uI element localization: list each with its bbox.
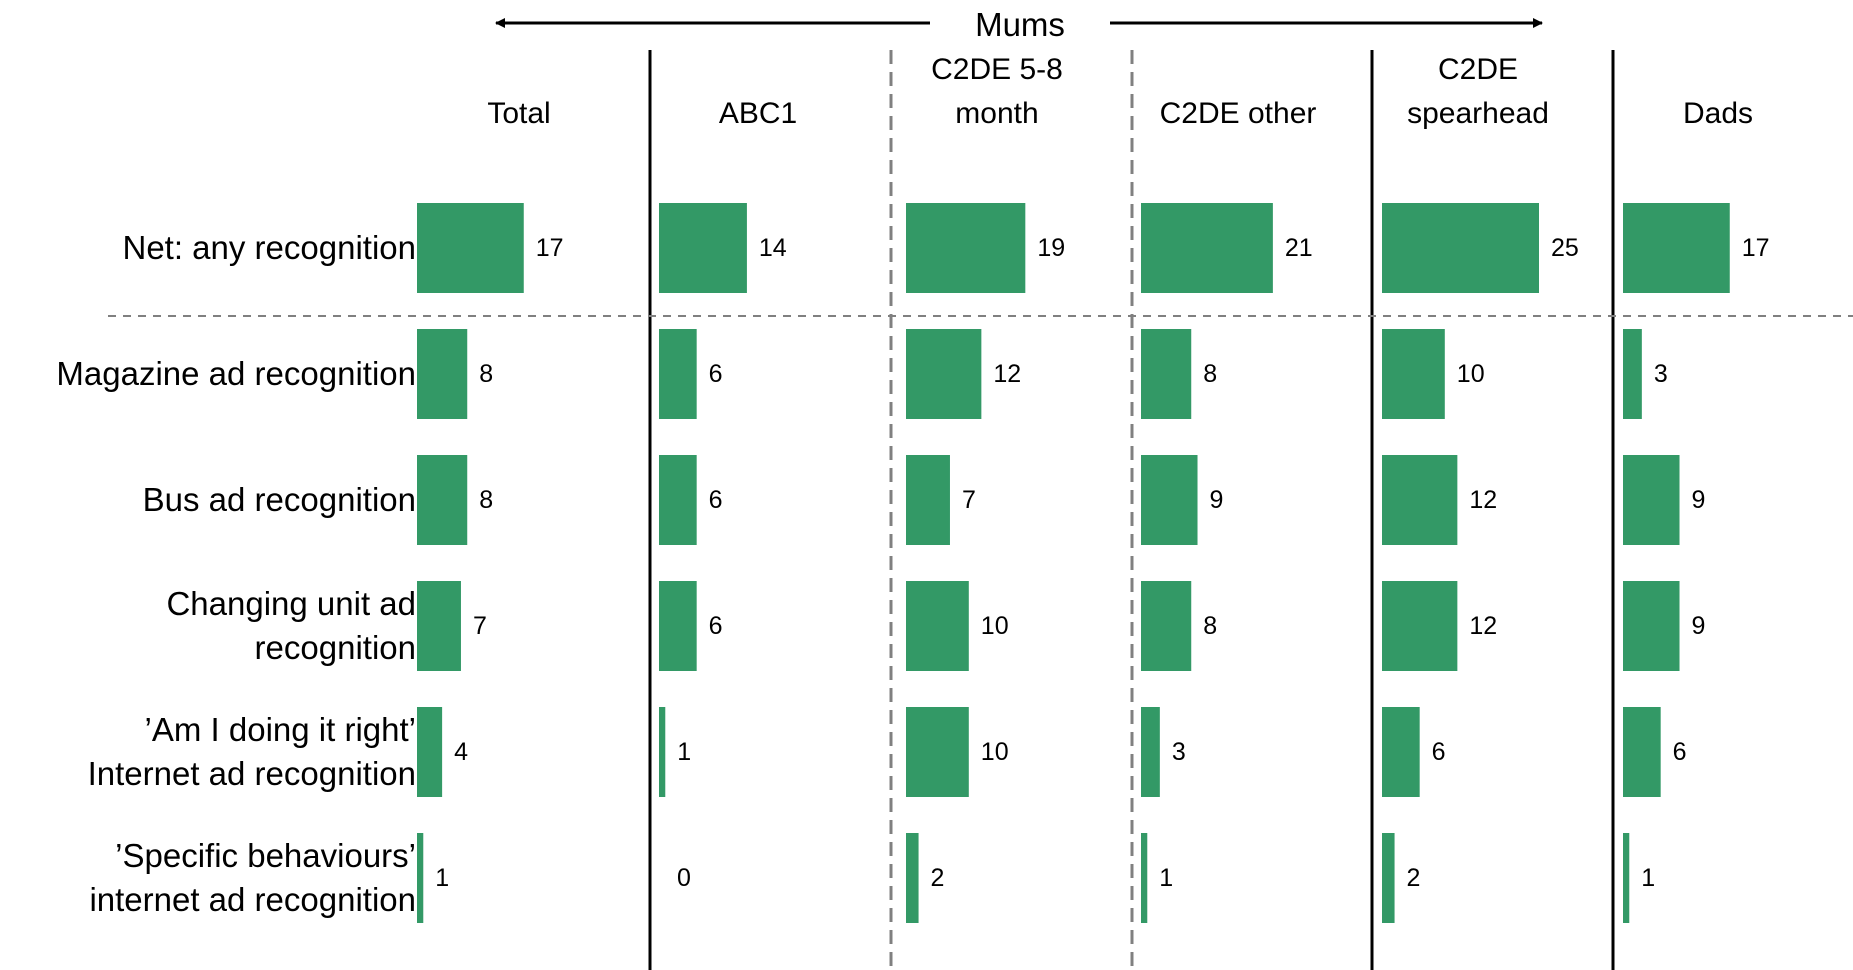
bar bbox=[417, 455, 468, 545]
bar bbox=[1141, 455, 1198, 545]
bar bbox=[906, 203, 1026, 293]
bar bbox=[1623, 707, 1661, 797]
bar bbox=[1382, 203, 1539, 293]
bar bbox=[1141, 329, 1192, 419]
value-label: 3 bbox=[1653, 360, 1668, 388]
row-label: Bus ad recognition bbox=[142, 481, 416, 518]
value-label: 6 bbox=[1431, 738, 1446, 766]
bar bbox=[1382, 707, 1420, 797]
bar bbox=[659, 707, 666, 797]
value-label: 21 bbox=[1284, 234, 1313, 262]
bar bbox=[1623, 833, 1630, 923]
bar bbox=[906, 833, 919, 923]
value-label: 1 bbox=[1641, 864, 1656, 892]
value-label: 8 bbox=[1203, 360, 1218, 388]
column-title: Total bbox=[487, 97, 551, 130]
value-label: 9 bbox=[1691, 486, 1706, 514]
bar bbox=[1623, 203, 1730, 293]
column-title: C2DE 5-8 month bbox=[931, 53, 1063, 130]
value-label: 8 bbox=[479, 360, 494, 388]
mums-label: Mums bbox=[975, 6, 1065, 43]
bar bbox=[417, 203, 524, 293]
bar bbox=[417, 581, 461, 671]
row-label: Magazine ad recognition bbox=[56, 355, 416, 392]
bar bbox=[659, 455, 697, 545]
value-label: 6 bbox=[1672, 738, 1687, 766]
value-label: 12 bbox=[993, 360, 1022, 388]
value-label: 7 bbox=[472, 612, 487, 640]
value-label: 17 bbox=[1741, 234, 1770, 262]
value-label: 8 bbox=[1203, 612, 1218, 640]
bar bbox=[1623, 455, 1680, 545]
row-label: ’Am I doing it right’ Internet ad recogn… bbox=[87, 711, 416, 792]
value-label: 0 bbox=[677, 864, 691, 892]
bar bbox=[659, 203, 747, 293]
bar bbox=[1382, 833, 1395, 923]
bar bbox=[417, 833, 424, 923]
value-label: 10 bbox=[980, 612, 1009, 640]
bar bbox=[1141, 833, 1148, 923]
value-label: 10 bbox=[980, 738, 1009, 766]
column-title: C2DE spearhead bbox=[1407, 53, 1549, 130]
column-title: Dads bbox=[1682, 97, 1754, 130]
value-label: 19 bbox=[1037, 234, 1066, 262]
value-label: 12 bbox=[1469, 612, 1498, 640]
bar bbox=[906, 329, 982, 419]
row-label: ’Specific behaviours’ internet ad recogn… bbox=[89, 837, 416, 918]
row-label: Net: any recognition bbox=[122, 229, 416, 266]
bar bbox=[659, 329, 697, 419]
value-label: 17 bbox=[535, 234, 564, 262]
value-label: 1 bbox=[1159, 864, 1174, 892]
bar bbox=[659, 581, 697, 671]
value-label: 6 bbox=[708, 360, 723, 388]
column-title: ABC1 bbox=[718, 97, 798, 130]
value-label: 9 bbox=[1691, 612, 1706, 640]
value-label: 2 bbox=[930, 864, 945, 892]
value-label: 6 bbox=[708, 612, 723, 640]
value-label: 4 bbox=[454, 738, 469, 766]
value-label: 7 bbox=[961, 486, 976, 514]
value-label: 3 bbox=[1171, 738, 1186, 766]
bar bbox=[1141, 581, 1192, 671]
bar bbox=[906, 581, 969, 671]
bar bbox=[1141, 203, 1273, 293]
column-title: C2DE other bbox=[1159, 97, 1317, 130]
value-label: 8 bbox=[479, 486, 494, 514]
value-label: 25 bbox=[1551, 234, 1579, 262]
bar bbox=[1382, 329, 1445, 419]
value-label: 6 bbox=[708, 486, 723, 514]
value-label: 12 bbox=[1469, 486, 1498, 514]
value-label: 14 bbox=[758, 234, 787, 262]
value-label: 1 bbox=[677, 738, 692, 766]
bar bbox=[1623, 329, 1642, 419]
bar bbox=[1382, 581, 1458, 671]
value-label: 10 bbox=[1456, 360, 1485, 388]
bar bbox=[1141, 707, 1160, 797]
bar bbox=[1623, 581, 1680, 671]
value-label: 9 bbox=[1209, 486, 1224, 514]
bar bbox=[417, 707, 443, 797]
value-label: 1 bbox=[435, 864, 450, 892]
bar bbox=[1382, 455, 1458, 545]
bar bbox=[906, 455, 950, 545]
bar bbox=[906, 707, 969, 797]
row-label: Changing unit ad recognition bbox=[166, 585, 416, 666]
bar bbox=[417, 329, 468, 419]
value-label: 2 bbox=[1406, 864, 1421, 892]
